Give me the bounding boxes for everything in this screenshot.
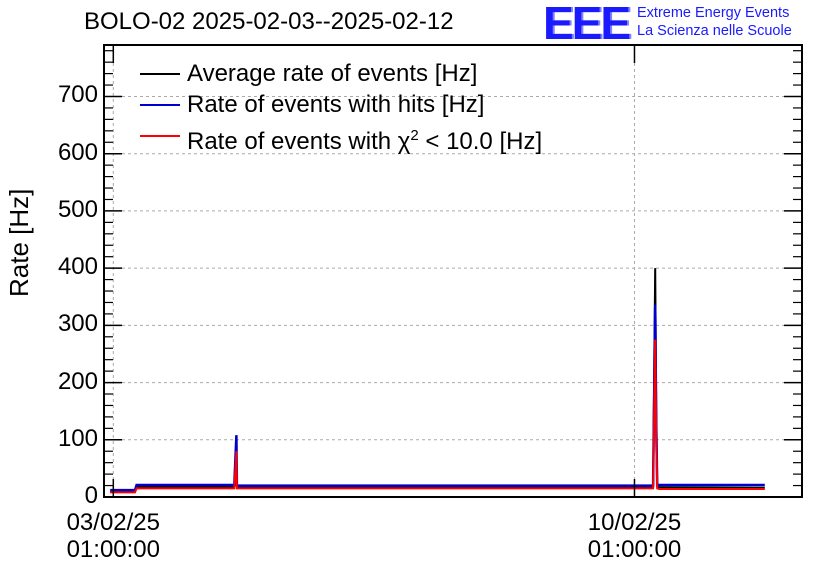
- legend-label: Average rate of events [Hz]: [187, 60, 478, 87]
- y-tick-label: 200: [57, 367, 98, 395]
- plot-frame: [103, 44, 803, 498]
- y-tick-label: 600: [57, 138, 98, 166]
- y-axis-label: Rate [Hz]: [4, 188, 34, 297]
- logo-line-1: Extreme Energy Events: [637, 5, 790, 21]
- legend-swatch: [140, 73, 180, 75]
- y-tick-label: 300: [57, 310, 98, 338]
- y-tick-label: 400: [57, 253, 98, 281]
- legend-label: Rate of events with hits [Hz]: [187, 91, 485, 118]
- eee-logo-icon: EEE: [543, 0, 631, 49]
- legend-label-sup: 2: [410, 127, 419, 144]
- series-line: [110, 268, 765, 493]
- series-line: [110, 339, 765, 494]
- x-tick-time: 01:00:00: [587, 536, 682, 563]
- legend-swatch: [140, 135, 180, 137]
- axis-ticks: [104, 45, 802, 498]
- logo-line-2: La Scienza nelle Scuole: [637, 23, 792, 39]
- x-tick-label: 03/02/25 01:00:00: [33, 509, 193, 563]
- logo-caption: Extreme Energy Events La Scienza nelle S…: [637, 4, 792, 40]
- x-tick-time: 01:00:00: [66, 536, 160, 563]
- y-tick-label: 700: [57, 81, 98, 109]
- legend-label-suffix: < 10.0 [Hz]: [418, 128, 543, 155]
- legend-label: Rate of events with χ2 < 10.0 [Hz]: [187, 120, 542, 157]
- x-tick-label: 10/02/25 01:00:00: [554, 509, 714, 563]
- series-layer: [110, 268, 765, 494]
- x-tick-date: 03/02/25: [66, 509, 160, 536]
- series-line: [110, 304, 765, 492]
- y-tick-label: 0: [84, 482, 98, 509]
- legend-label-prefix: Rate of events with χ: [187, 128, 411, 155]
- legend-swatch: [140, 104, 180, 106]
- y-tick-label: 500: [57, 195, 98, 223]
- y-tick-label: 100: [57, 424, 98, 452]
- chart-title: BOLO-02 2025-02-03--2025-02-12: [84, 8, 454, 35]
- x-tick-date: 10/02/25: [587, 509, 682, 536]
- grid-lines: [104, 45, 802, 497]
